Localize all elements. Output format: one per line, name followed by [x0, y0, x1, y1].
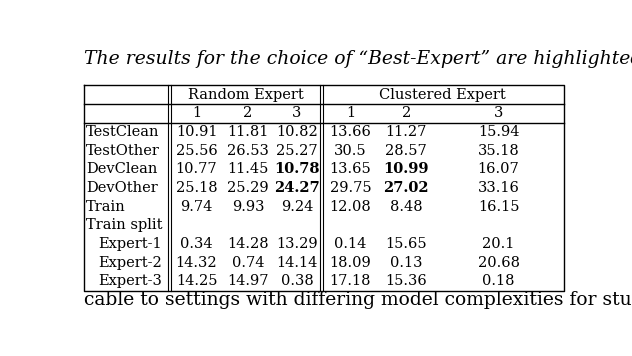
Text: 14.14: 14.14	[276, 256, 318, 270]
Text: DevOther: DevOther	[87, 181, 158, 195]
Text: cable to settings with differing model complexities for student: cable to settings with differing model c…	[84, 291, 632, 309]
Text: 13.65: 13.65	[329, 162, 371, 176]
Text: 10.77: 10.77	[176, 162, 217, 176]
Text: 13.66: 13.66	[329, 125, 371, 139]
Text: 11.27: 11.27	[386, 125, 427, 139]
Text: 14.97: 14.97	[228, 274, 269, 288]
Text: 13.29: 13.29	[276, 237, 318, 251]
Text: 14.28: 14.28	[227, 237, 269, 251]
Text: 15.94: 15.94	[478, 125, 520, 139]
Text: 10.78: 10.78	[274, 162, 320, 176]
Text: 9.93: 9.93	[232, 200, 264, 214]
Text: 10.82: 10.82	[276, 125, 318, 139]
Text: 2: 2	[401, 106, 411, 120]
Text: 3: 3	[292, 106, 301, 120]
Text: 16.15: 16.15	[478, 200, 520, 214]
Text: 0.34: 0.34	[180, 237, 213, 251]
Text: Train split: Train split	[87, 218, 163, 232]
Text: 14.25: 14.25	[176, 274, 217, 288]
Text: 1: 1	[192, 106, 201, 120]
Text: 2: 2	[243, 106, 253, 120]
Text: 33.16: 33.16	[478, 181, 520, 195]
Text: DevClean: DevClean	[87, 162, 158, 176]
Text: Random Expert: Random Expert	[188, 88, 303, 101]
Text: 12.08: 12.08	[329, 200, 371, 214]
Text: 35.18: 35.18	[478, 143, 520, 158]
Text: 15.36: 15.36	[386, 274, 427, 288]
Text: 10.91: 10.91	[176, 125, 217, 139]
Text: 25.29: 25.29	[227, 181, 269, 195]
Text: 18.09: 18.09	[329, 256, 371, 270]
Text: 0.74: 0.74	[232, 256, 264, 270]
Text: 9.74: 9.74	[180, 200, 213, 214]
Text: TestOther: TestOther	[87, 143, 161, 158]
Text: Expert-3: Expert-3	[99, 274, 162, 288]
Text: 25.18: 25.18	[176, 181, 217, 195]
Text: Train: Train	[87, 200, 126, 214]
Text: The results for the choice of “Best-Expert” are highlighted.: The results for the choice of “Best-Expe…	[84, 49, 632, 68]
Text: 0.18: 0.18	[482, 274, 514, 288]
Text: 25.56: 25.56	[176, 143, 217, 158]
Text: Expert-2: Expert-2	[99, 256, 162, 270]
Text: 25.27: 25.27	[276, 143, 318, 158]
Text: 24.27: 24.27	[274, 181, 320, 195]
Text: 1: 1	[346, 106, 355, 120]
Text: 0.38: 0.38	[281, 274, 313, 288]
Text: 14.32: 14.32	[176, 256, 217, 270]
Text: 20.68: 20.68	[478, 256, 520, 270]
Text: 0.14: 0.14	[334, 237, 367, 251]
Text: 27.02: 27.02	[384, 181, 429, 195]
Text: 11.45: 11.45	[228, 162, 269, 176]
Text: 0.13: 0.13	[390, 256, 422, 270]
Text: 20.1: 20.1	[482, 237, 514, 251]
Text: Expert-1: Expert-1	[99, 237, 162, 251]
Text: 15.65: 15.65	[386, 237, 427, 251]
Text: 10.99: 10.99	[384, 162, 429, 176]
Text: 3: 3	[494, 106, 503, 120]
Text: 17.18: 17.18	[330, 274, 371, 288]
Text: 8.48: 8.48	[390, 200, 423, 214]
Text: TestClean: TestClean	[87, 125, 160, 139]
Text: 11.81: 11.81	[228, 125, 269, 139]
Text: 16.07: 16.07	[478, 162, 520, 176]
Text: 26.53: 26.53	[227, 143, 269, 158]
Text: 29.75: 29.75	[329, 181, 371, 195]
Text: Clustered Expert: Clustered Expert	[379, 88, 506, 101]
Text: 9.24: 9.24	[281, 200, 313, 214]
Text: 30.5: 30.5	[334, 143, 367, 158]
Text: 28.57: 28.57	[386, 143, 427, 158]
